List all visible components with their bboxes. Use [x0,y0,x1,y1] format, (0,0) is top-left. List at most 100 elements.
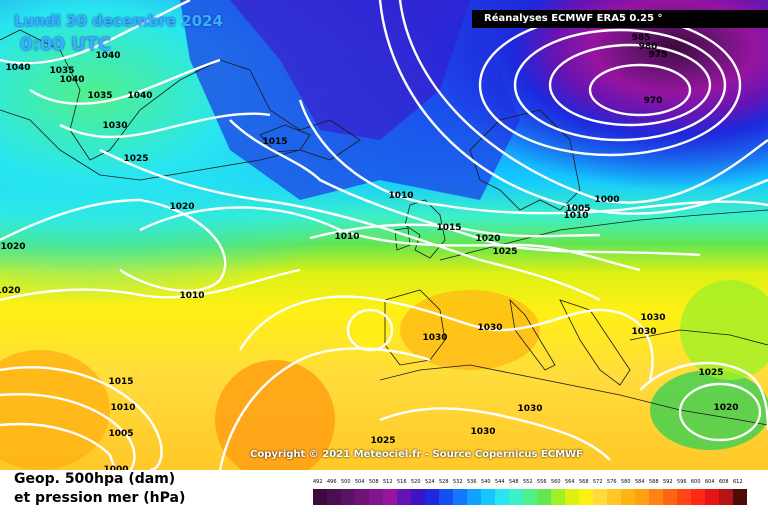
color-scale-label: 500 [341,479,351,485]
color-scale-cell [621,489,635,505]
pressure-label: 985 [632,33,651,43]
color-scale-label: 572 [593,479,603,485]
field-orange-atlantic [215,360,335,470]
color-scale-label: 556 [537,479,547,485]
date-label: Lundi 30 decembre 2024 [14,12,223,30]
color-scale-label: 504 [355,479,365,485]
color-scale-cell [481,489,495,505]
color-scale-cell [509,489,523,505]
pressure-label: 1030 [517,404,542,414]
isobar-1030-s [379,407,611,461]
pressure-label: 1030 [477,323,502,333]
isobar-1010-w [0,268,301,302]
isobar-1035 [29,58,221,105]
isobar-1040 [0,0,191,65]
isobar-1015 [229,119,701,257]
color-scale-cell [313,489,327,505]
isobar-1030 [59,112,271,139]
color-scale-label: 596 [677,479,687,485]
isobar-1025-c [218,347,431,470]
color-scale-cell [691,489,705,505]
color-scale-label: 516 [397,479,407,485]
color-scale-label: 524 [425,479,435,485]
pressure-labels: 1040 1035 1040 1040 1035 1040 1030 1025 … [0,33,739,470]
color-scale-cell [467,489,481,505]
field-orange-iberia [400,290,540,370]
pressure-label: 1005 [565,204,590,214]
legend-title-geopotential: Geop. 500hpa (dam) [14,471,176,487]
source-label: Réanalyses ECMWF ERA5 0.25 ° [472,10,768,28]
pressure-label: 1025 [492,247,517,257]
color-scale-label: 588 [649,479,659,485]
color-scale-label: 548 [509,479,519,485]
color-scale-label: 592 [663,479,673,485]
isobar-1030-c [238,295,654,381]
color-scale-label: 496 [327,479,337,485]
color-scale-cell [495,489,509,505]
pressure-label: 1040 [59,75,84,85]
coast-turkey [629,329,768,346]
color-scale-cell [523,489,537,505]
color-scale-label: 568 [579,479,589,485]
color-scale-cell [551,489,565,505]
color-scale-cell [341,489,355,505]
color-scale-cell [439,489,453,505]
coastlines [0,29,768,426]
pressure-label: 1025 [370,436,395,446]
field-green-east [650,370,768,450]
isobar-1010-sw [0,393,136,470]
color-scale-label: 528 [439,479,449,485]
isobar-1010-b [309,223,601,240]
color-scale-cell [733,489,747,505]
coast-iberia [384,289,446,366]
pressure-label: 980 [639,42,658,52]
pressure-label: 1010 [388,191,413,201]
color-scale [313,489,747,505]
legend-title-pressure: et pression mer (hPa) [14,490,186,506]
coast-balkans [559,299,631,386]
color-scale-cell [635,489,649,505]
pressure-label: 1010 [563,211,588,221]
color-scale-cell [397,489,411,505]
pressure-label: 1030 [640,313,665,323]
coast-north-africa [379,364,768,426]
pressure-label: 1020 [0,242,25,252]
color-scale-label: 584 [635,479,645,485]
isobar-1020-e [678,382,762,442]
color-scale-cell [565,489,579,505]
coast-europe [439,209,768,261]
isobar-1025 [99,148,601,302]
color-scale-label: 612 [733,479,743,485]
isobar-1020-w [0,198,227,293]
color-scale-label: 520 [411,479,421,485]
pressure-label: 1010 [179,291,204,301]
color-scale-cell [705,489,719,505]
color-scale-label: 552 [523,479,533,485]
color-scale-cell [327,489,341,505]
color-scale-label: 580 [621,479,631,485]
color-scale-label: 532 [453,479,463,485]
pressure-label: 1015 [108,377,133,387]
isobar-1030-atl [346,308,394,352]
color-scale-cell [369,489,383,505]
color-scale-cell [537,489,551,505]
pressure-label: 975 [649,50,668,60]
isobar-1000 [398,0,768,204]
pressure-label: 1000 [594,195,619,205]
color-scale-label: 576 [607,479,617,485]
pressure-label: 1030 [631,327,656,337]
isobar-1025-e [639,361,768,431]
pressure-label: 1025 [123,154,148,164]
pressure-label: 1030 [422,333,447,343]
color-scale-label: 540 [481,479,491,485]
pressure-label: 1020 [475,234,500,244]
field-yellow-atlantic [352,312,388,348]
pressure-label: 1010 [334,232,359,242]
color-scale-cell [355,489,369,505]
isobar-975 [548,43,712,127]
isobar-970 [588,63,692,117]
color-scale-cell [649,489,663,505]
color-scale-label: 564 [565,479,575,485]
isobar-1005 [378,0,768,215]
color-scale-cell [425,489,439,505]
